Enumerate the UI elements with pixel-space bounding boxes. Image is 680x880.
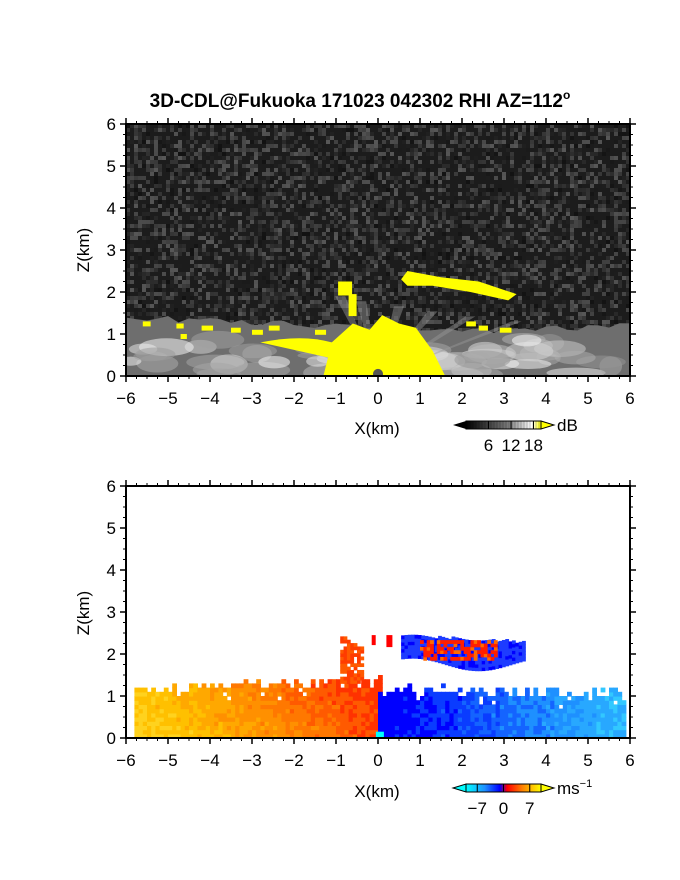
radar-site (373, 368, 383, 376)
red-speck (371, 635, 376, 646)
y-tick-label: 0 (107, 729, 116, 748)
reflectivity-panel-image (126, 124, 630, 376)
y-tick-label: 3 (107, 603, 116, 622)
x-tick-label: 0 (373, 389, 382, 408)
velocity-panel-image (134, 634, 627, 738)
x-tick-label: −4 (200, 751, 219, 770)
colorbar-tick-label: 12 (502, 436, 521, 455)
yellow-speck (176, 323, 184, 329)
colorbar-tick-label: 18 (524, 436, 543, 455)
colorbar-over-triangle (540, 420, 556, 430)
colorbar-unit: ms−1 (557, 778, 592, 798)
colorbar-tick-label: 7 (525, 799, 534, 818)
y-tick-label: 6 (107, 115, 116, 134)
yellow-speck (478, 325, 488, 331)
x-tick-label: −2 (284, 751, 303, 770)
colorbar-tick-label: 0 (499, 799, 508, 818)
reflectivity-x-label: X(km) (354, 419, 399, 438)
reflectivity-panel-axes: −6 −5 −4 −3 −2 −1 0 1 2 3 4 5 6 0 1 2 3 4 5 6 (107, 115, 636, 408)
velocity-panel-axes: −6 −5 −4 −3 −2 −1 0 1 2 3 4 5 6 0 1 2 3 4 5 6 (107, 477, 636, 770)
x-tick-label: 2 (457, 751, 466, 770)
x-tick-label: 4 (541, 751, 550, 770)
x-tick-label: 5 (583, 389, 592, 408)
red-speck (386, 635, 393, 648)
colorbar-tick-label: 6 (484, 436, 493, 455)
x-tick-label: 2 (457, 389, 466, 408)
x-tick-label: −1 (326, 389, 345, 408)
y-tick-label: 1 (107, 325, 116, 344)
x-tick-label: −3 (242, 751, 261, 770)
colorbar-tick-label: −7 (468, 799, 487, 818)
colorbar-stripes (469, 421, 540, 429)
yellow-speck (142, 321, 151, 327)
x-tick-label: 5 (583, 751, 592, 770)
yellow-speck (252, 329, 263, 335)
yellow-speck (180, 334, 187, 339)
x-tick-label: 1 (415, 751, 424, 770)
elevated-patch (348, 294, 357, 317)
yellow-speck (466, 321, 476, 327)
high-reflectivity-core (323, 315, 446, 376)
yellow-speck (268, 325, 280, 331)
y-tick-label: 4 (107, 561, 116, 580)
y-tick-label: 2 (107, 283, 116, 302)
yellow-speck (315, 329, 327, 335)
velocity-x-label: X(km) (354, 782, 399, 801)
x-tick-label: 4 (541, 389, 550, 408)
colorbar-unit: dB (557, 416, 578, 435)
y-tick-label: 1 (107, 687, 116, 706)
elevated-layer (401, 271, 517, 301)
x-tick-label: −6 (116, 389, 135, 408)
reflectivity-colorbar: dB 6 12 18 (453, 416, 578, 455)
y-tick-label: 5 (107, 519, 116, 538)
velocity-colorbar: ms−1 −7 0 7 (451, 778, 592, 818)
x-tick-label: −3 (242, 389, 261, 408)
core-flank-left (260, 338, 336, 360)
colorbar-under-triangle (453, 421, 466, 429)
x-tick-label: 6 (625, 389, 634, 408)
reflectivity-y-label: Z(km) (74, 228, 93, 272)
x-tick-label: −2 (284, 389, 303, 408)
colorbar-under-triangle (451, 783, 467, 793)
x-tick-label: −4 (200, 389, 219, 408)
x-tick-label: 1 (415, 389, 424, 408)
y-tick-label: 5 (107, 157, 116, 176)
x-tick-label: −1 (326, 751, 345, 770)
y-tick-label: 4 (107, 199, 116, 218)
velocity-y-label: Z(km) (74, 591, 93, 635)
yellow-speck (231, 327, 241, 333)
figure-title: 3D-CDL@Fukuoka 171023 042302 RHI AZ=112o (150, 88, 571, 112)
yellow-speck (499, 327, 512, 333)
x-tick-label: 0 (373, 751, 382, 770)
y-tick-label: 3 (107, 241, 116, 260)
yellow-speck (201, 325, 214, 331)
y-tick-label: 6 (107, 477, 116, 496)
x-tick-label: −6 (116, 751, 135, 770)
y-tick-label: 2 (107, 645, 116, 664)
elevated-patch (338, 281, 353, 296)
x-tick-label: −5 (158, 751, 177, 770)
colorbar-over-triangle (540, 783, 556, 793)
x-tick-label: 3 (499, 751, 508, 770)
beam-ray (378, 321, 522, 376)
origin-patch (375, 731, 384, 738)
x-tick-label: −5 (158, 389, 177, 408)
y-tick-label: 0 (107, 367, 116, 386)
x-tick-label: 3 (499, 389, 508, 408)
x-tick-label: 6 (625, 751, 634, 770)
